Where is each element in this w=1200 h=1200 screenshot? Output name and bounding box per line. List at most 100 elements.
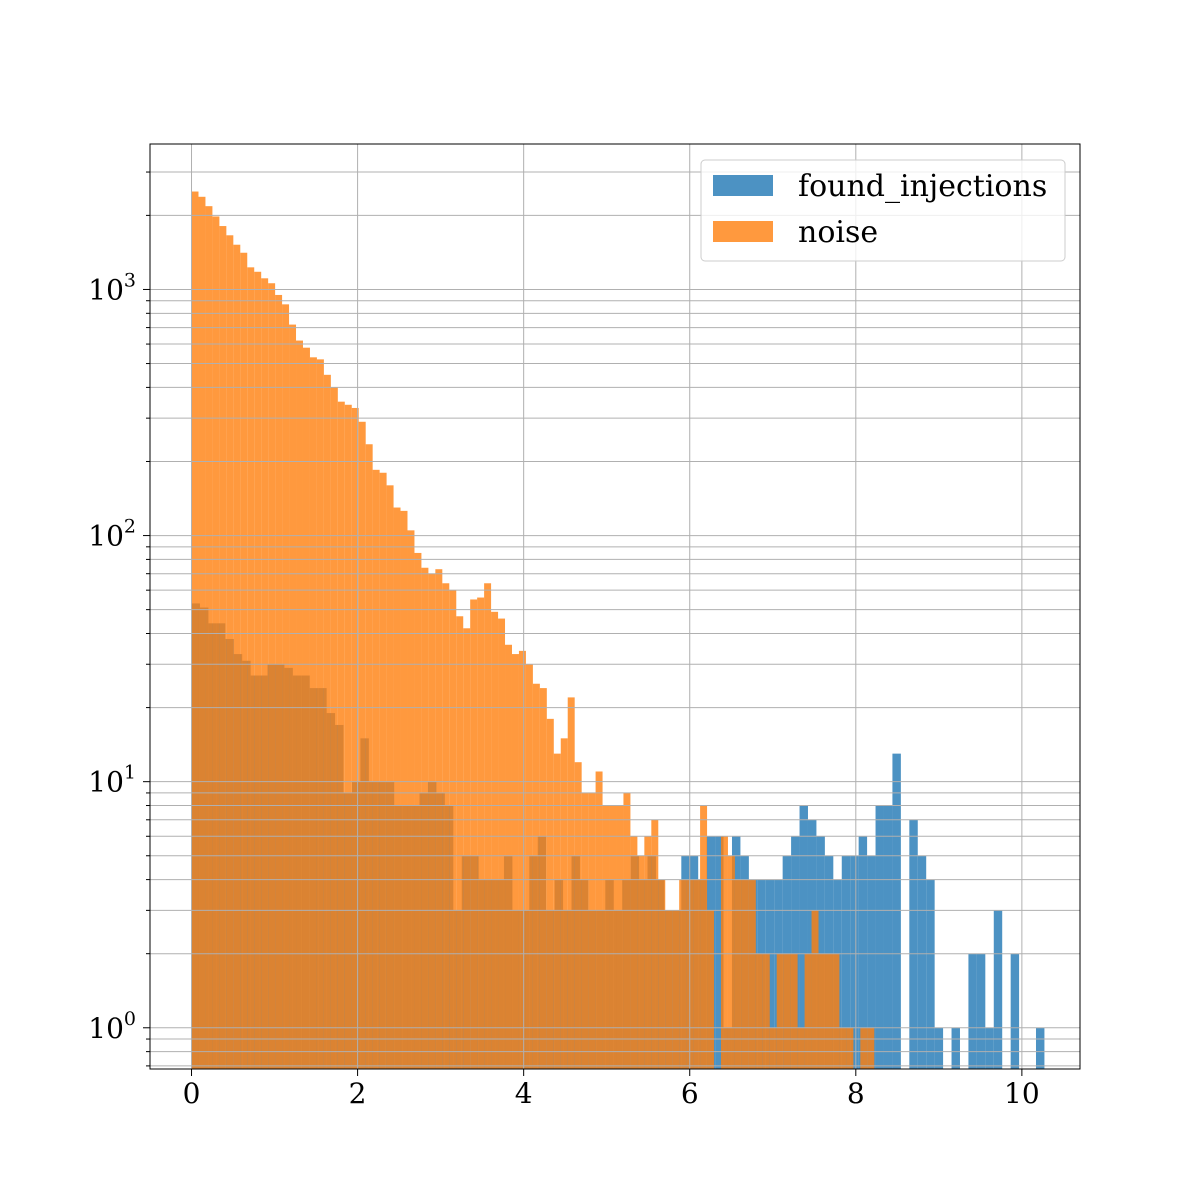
y-tick-label-1: 101	[88, 762, 136, 799]
bar-noise-7	[240, 252, 248, 1070]
bar-noise-23	[351, 407, 359, 1070]
bar-noise-87	[797, 1027, 805, 1069]
bar-noise-96	[860, 1027, 868, 1069]
bar-noise-46	[511, 654, 519, 1069]
bar-noise-2	[205, 206, 213, 1070]
bar-found-injections-95	[993, 910, 1003, 1069]
bar-noise-38	[456, 616, 464, 1069]
bar-noise-77	[727, 855, 735, 1069]
bar-noise-91	[825, 953, 833, 1069]
bar-noise-32	[414, 552, 422, 1069]
bar-noise-16	[302, 347, 310, 1069]
legend-box	[700, 159, 1066, 262]
bar-noise-55	[574, 762, 582, 1069]
bar-noise-56	[581, 792, 589, 1069]
y-tick-label-2: 102	[88, 516, 136, 553]
bar-noise-1	[198, 196, 206, 1070]
bar-noise-44	[498, 618, 506, 1069]
bar-noise-49	[532, 683, 540, 1069]
bar-noise-51	[546, 718, 554, 1069]
y-tick-label-3: 103	[88, 269, 136, 306]
bar-noise-59	[602, 805, 610, 1069]
bar-noise-35	[435, 569, 443, 1069]
bar-noise-10	[261, 278, 269, 1069]
bar-found-injections-77	[841, 855, 851, 1069]
bar-noise-29	[393, 507, 401, 1069]
bar-found-injections-92	[968, 953, 977, 1069]
x-tick-label-10: 10	[1004, 1077, 1040, 1110]
bar-noise-25	[365, 444, 373, 1069]
bar-noise-66	[651, 819, 659, 1069]
bar-noise-34	[428, 573, 436, 1069]
bar-noise-39	[463, 628, 471, 1069]
bar-found-injections-94	[985, 1027, 994, 1069]
bar-noise-85	[783, 953, 791, 1069]
bar-found-injections-71	[791, 836, 800, 1069]
bar-noise-61	[616, 805, 624, 1069]
bar-noise-27	[379, 472, 387, 1069]
bar-noise-83	[769, 1027, 777, 1069]
bar-noise-76	[720, 836, 728, 1069]
bar-noise-19	[323, 374, 331, 1069]
legend: found_injections noise	[700, 159, 1066, 262]
bar-noise-8	[247, 267, 255, 1070]
bar-noise-37	[449, 590, 457, 1069]
bar-noise-65	[644, 836, 652, 1069]
bar-noise-30	[400, 510, 408, 1069]
bar-found-injections-74	[816, 836, 825, 1069]
bar-noise-41	[477, 597, 485, 1069]
bar-noise-73	[700, 805, 708, 1069]
histogram-bars	[191, 191, 1045, 1070]
bar-noise-50	[539, 688, 547, 1069]
bar-noise-14	[289, 324, 297, 1070]
bar-noise-53	[560, 738, 568, 1069]
legend-swatch-noise	[713, 221, 773, 242]
grid-lines	[150, 144, 1080, 1069]
x-tick-label-0: 0	[183, 1077, 201, 1110]
bar-noise-54	[567, 697, 575, 1069]
bar-noise-3	[212, 216, 220, 1069]
bar-noise-67	[658, 879, 666, 1069]
bar-noise-69	[672, 910, 680, 1069]
bar-noise-15	[296, 340, 303, 1069]
bar-found-injections-93	[976, 953, 986, 1069]
bar-noise-82	[762, 953, 770, 1069]
y-tick-label-0: 100	[88, 1008, 136, 1045]
bar-noise-31	[407, 530, 415, 1069]
bar-noise-17	[309, 357, 317, 1069]
bar-noise-45	[505, 644, 512, 1069]
bar-found-injections-80	[867, 855, 876, 1069]
bar-found-injections-68	[765, 879, 775, 1069]
bar-noise-0	[191, 191, 199, 1069]
bar-noise-57	[588, 792, 596, 1069]
bar-found-injections-88	[934, 1027, 944, 1069]
bar-found-injections-82	[883, 805, 893, 1069]
bar-noise-9	[254, 271, 262, 1069]
bar-noise-88	[804, 953, 812, 1069]
x-tick-label-2: 2	[349, 1077, 367, 1110]
legend-swatch-found-injections	[713, 175, 773, 196]
x-tick-label-4: 4	[515, 1077, 533, 1110]
bar-noise-4	[219, 226, 227, 1070]
bar-found-injections-79	[858, 836, 868, 1069]
bar-noise-86	[790, 953, 798, 1069]
bar-found-injections-86	[917, 855, 927, 1069]
bar-noise-6	[233, 244, 241, 1069]
bar-noise-5	[226, 235, 234, 1070]
bar-noise-21	[337, 401, 345, 1069]
bar-noise-33	[421, 567, 429, 1069]
bar-noise-60	[609, 805, 617, 1069]
bar-noise-22	[344, 404, 352, 1069]
bar-noise-36	[442, 583, 450, 1069]
bar-found-injections-83	[892, 753, 901, 1069]
bar-noise-26	[372, 469, 380, 1069]
bar-noise-43	[491, 611, 499, 1069]
bar-noise-11	[268, 283, 276, 1069]
bar-noise-92	[832, 953, 840, 1069]
bar-noise-79	[741, 879, 749, 1069]
bar-found-injections-100	[1035, 1027, 1045, 1069]
x-tick-label-6: 6	[681, 1077, 699, 1110]
bar-noise-90	[818, 953, 826, 1069]
bar-noise-97	[867, 1027, 875, 1069]
